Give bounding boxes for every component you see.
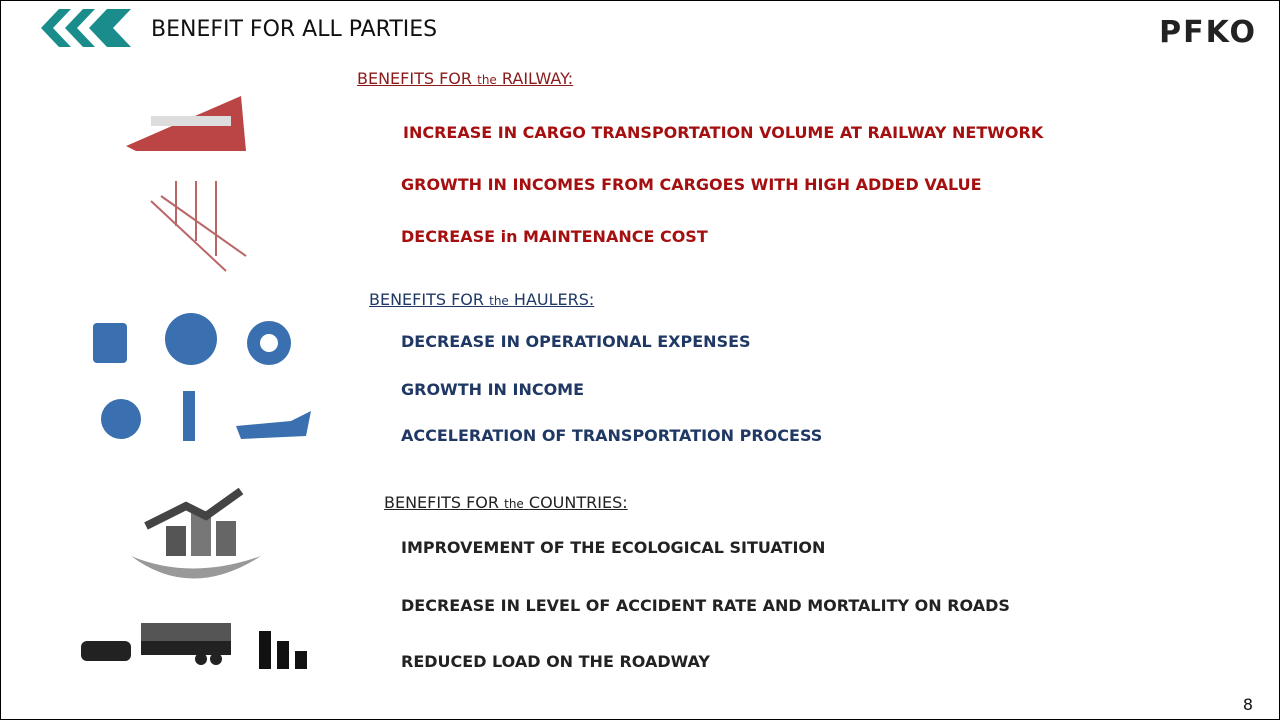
heading-small: the: [489, 294, 509, 308]
benefit-item: DECREASE in MAINTENANCE COST: [401, 227, 708, 246]
heading-text: HAULERS:: [514, 290, 594, 309]
logo: PFKO: [1159, 15, 1257, 50]
hauler-icons: [93, 313, 311, 441]
page-number: 8: [1243, 695, 1253, 714]
slide: BENEFIT FOR ALL PARTIES PFKO 8 BENEFITS …: [0, 0, 1280, 720]
heading-small: the: [477, 73, 497, 87]
benefit-item: DECREASE IN OPERATIONAL EXPENSES: [401, 332, 751, 351]
benefit-item: GROWTH IN INCOMES FROM CARGOES WITH HIGH…: [401, 175, 982, 194]
heading-text: BENEFITS FOR: [357, 69, 472, 88]
chevrons: [41, 9, 131, 47]
benefit-item: ACCELERATION OF TRANSPORTATION PROCESS: [401, 426, 822, 445]
heading-text: COUNTRIES:: [529, 493, 628, 512]
country-icon: [131, 491, 261, 579]
heading-text: RAILWAY:: [502, 69, 573, 88]
train-icon: [126, 96, 246, 151]
section-heading: BENEFITS FOR the RAILWAY:: [357, 69, 573, 88]
benefit-item: REDUCED LOAD ON THE ROADWAY: [401, 652, 710, 671]
heading-text: BENEFITS FOR: [384, 493, 499, 512]
rail-icon: [151, 181, 246, 271]
crash-icon: [81, 623, 307, 669]
title: BENEFIT FOR ALL PARTIES: [151, 17, 437, 42]
benefit-item: GROWTH IN INCOME: [401, 380, 584, 399]
benefit-item: IMPROVEMENT OF THE ECOLOGICAL SITUATION: [401, 538, 825, 557]
heading-text: BENEFITS FOR: [369, 290, 484, 309]
heading-small: the: [504, 497, 524, 511]
benefit-item: INCREASE IN CARGO TRANSPORTATION VOLUME …: [403, 123, 1043, 142]
section-heading: BENEFITS FOR the HAULERS:: [369, 290, 594, 309]
section-heading: BENEFITS FOR the COUNTRIES:: [384, 493, 628, 512]
benefit-item: DECREASE IN LEVEL OF ACCIDENT RATE AND M…: [401, 596, 1010, 615]
